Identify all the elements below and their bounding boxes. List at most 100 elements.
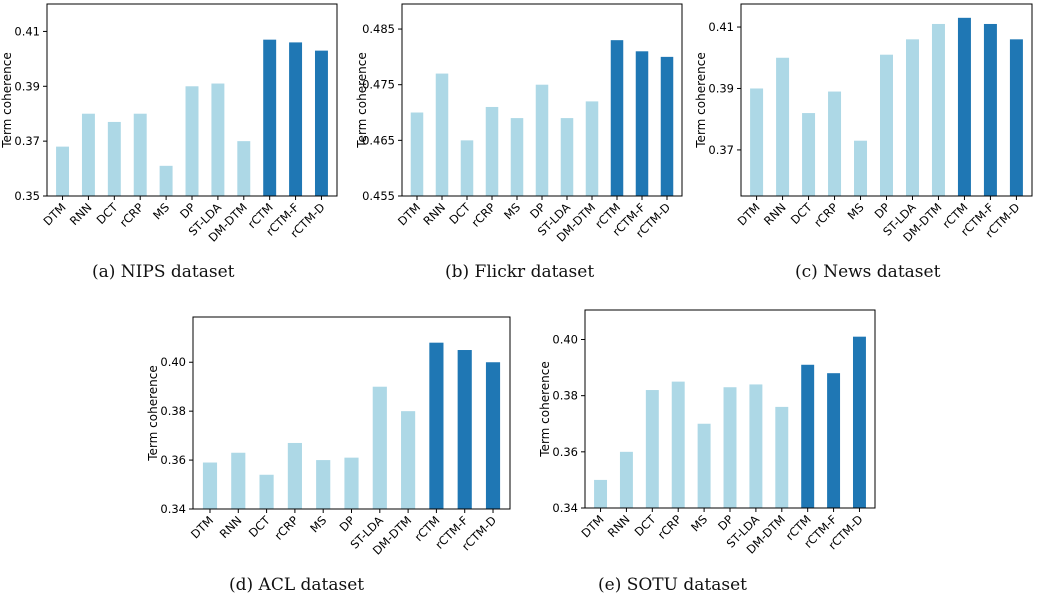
x-tick-label-ms: MS <box>501 200 523 222</box>
x-tick-label-ms: MS <box>688 512 710 534</box>
bar-ms <box>854 140 868 196</box>
x-tick-label-dtm: DTM <box>188 513 216 541</box>
bar-rctm-f <box>457 350 472 509</box>
x-tick-label-rcrp: rCRP <box>655 512 685 542</box>
bar-rnn <box>776 57 790 197</box>
bar-st-lda <box>749 384 763 508</box>
bar-dtm <box>750 88 764 196</box>
bar-rctm-f <box>289 42 303 197</box>
bar-rcrp <box>828 91 842 196</box>
bar-st-lda <box>372 386 387 509</box>
caption-nips: (a) NIPS dataset <box>92 262 235 282</box>
chart-flickr: 0.455 0.465 0.475 0.485 DTM RNN DCT rCRP MS DP ST-… <box>345 0 690 300</box>
y-axis-label: Term coherence <box>694 52 708 148</box>
bar-ms <box>316 460 331 509</box>
bar-ms <box>159 165 173 196</box>
y-tick-label: 0.455 <box>362 189 395 203</box>
caption-acl: (d) ACL dataset <box>229 575 365 595</box>
bar-rcrp <box>671 381 685 508</box>
bar-dtm <box>202 462 218 509</box>
y-axis-label: Term coherence <box>538 361 552 457</box>
y-tick-label: 0.36 <box>552 445 578 459</box>
x-tick-label-rnn: RNN <box>217 513 245 541</box>
bar-dp <box>185 86 199 196</box>
bar-rcrp <box>287 442 302 509</box>
y-tick-label: 0.485 <box>362 22 395 36</box>
y-axis-label: Term coherence <box>355 52 369 148</box>
y-tick-label: 0.38 <box>552 389 578 403</box>
x-tick-label-ms: MS <box>150 200 172 222</box>
bar-dtm <box>410 112 424 196</box>
y-tick-label: 0.41 <box>708 20 734 34</box>
bar-rctm-d <box>314 50 328 196</box>
caption-sotu: (e) SOTU dataset <box>598 575 747 595</box>
bar-rcrp <box>133 113 147 196</box>
chart-acl: 0.34 0.36 0.38 0.40 DTM RNN DCT rCRP MS DP ST-LDA D… <box>146 300 519 602</box>
x-tick-label-rnn: RNN <box>761 200 789 228</box>
bar-ms <box>510 118 524 196</box>
bar-dp <box>723 387 737 508</box>
bar-dct <box>802 113 816 196</box>
bar-rctm-f <box>827 373 841 508</box>
bar-rctm-d <box>485 362 501 509</box>
bar-dp <box>880 54 893 196</box>
y-tick-label: 0.37 <box>708 143 734 157</box>
bar-rnn <box>81 113 95 196</box>
x-tick-label-dct: DCT <box>246 513 273 540</box>
bar-dct <box>107 121 121 196</box>
bar-dm-dtm <box>775 406 789 508</box>
bar-dm-dtm <box>237 141 251 196</box>
x-tick-label-rcrp: rCRP <box>469 200 499 230</box>
x-tick-label-dct: DCT <box>788 200 815 227</box>
x-tick-label-dtm: DTM <box>579 512 607 540</box>
caption-news: (c) News dataset <box>795 262 941 282</box>
y-tick-label: 0.475 <box>362 78 395 92</box>
bar-dm-dtm <box>931 23 945 196</box>
bar-rnn <box>231 452 246 509</box>
x-tick-label-rcrp: rCRP <box>811 200 841 230</box>
y-tick-label: 0.39 <box>708 81 734 95</box>
bar-rctm <box>429 342 444 509</box>
x-tick-label-dct: DCT <box>632 512 659 539</box>
x-tick-label-dp: DP <box>337 513 358 534</box>
bar-rctm-d <box>852 336 866 508</box>
y-tick-label: 0.41 <box>14 24 40 38</box>
bar-st-lda <box>211 83 225 196</box>
x-tick-label-rnn: RNN <box>605 512 633 540</box>
bar-rctm-d <box>660 56 674 197</box>
y-tick-label: 0.39 <box>14 79 40 93</box>
bar-rctm <box>610 40 624 196</box>
bar-rctm <box>801 364 815 508</box>
x-tick-label-dtm: DTM <box>735 200 763 228</box>
y-tick-label: 0.465 <box>362 133 395 147</box>
y-axis-label: Term coherence <box>146 365 160 461</box>
bar-dtm <box>56 146 70 196</box>
bar-rctm-f <box>635 51 649 196</box>
y-axis-label: Term coherence <box>0 52 14 148</box>
x-tick-label-rcrp: rCRP <box>272 513 302 543</box>
caption-flickr: (b) Flickr dataset <box>445 262 595 282</box>
chart-sotu: 0.34 0.36 0.38 0.40 DTM RNN DCT rCRP MS DP ST-LDA D… <box>523 300 885 602</box>
bar-dm-dtm <box>585 101 599 196</box>
x-tick-label-ms: MS <box>307 513 329 535</box>
x-tick-label-ms: MS <box>845 200 867 222</box>
y-tick-label: 0.36 <box>160 453 186 467</box>
y-tick-label: 0.34 <box>552 501 578 515</box>
x-tick-label-dtm: DTM <box>41 200 69 228</box>
bar-dtm <box>594 479 608 508</box>
chart-nips: 0.35 0.37 0.39 0.41 DTM RNN DCT rCRP MS DP ST-LDA D… <box>0 0 345 300</box>
x-tick-label-dct: DCT <box>446 200 473 227</box>
y-tick-label: 0.40 <box>552 332 578 346</box>
y-tick-label: 0.35 <box>14 189 40 203</box>
bar-ms <box>697 423 711 508</box>
bar-st-lda <box>905 39 919 196</box>
chart-news: 0.37 0.39 0.41 DTM RNN DCT rCRP MS DP ST-LDA DM-DT… <box>690 0 1041 300</box>
bar-st-lda <box>560 118 574 196</box>
y-tick-label: 0.34 <box>160 502 186 516</box>
bar-rnn <box>435 73 449 196</box>
bar-rctm-d <box>1009 39 1023 196</box>
bar-rctm-f <box>983 23 997 196</box>
